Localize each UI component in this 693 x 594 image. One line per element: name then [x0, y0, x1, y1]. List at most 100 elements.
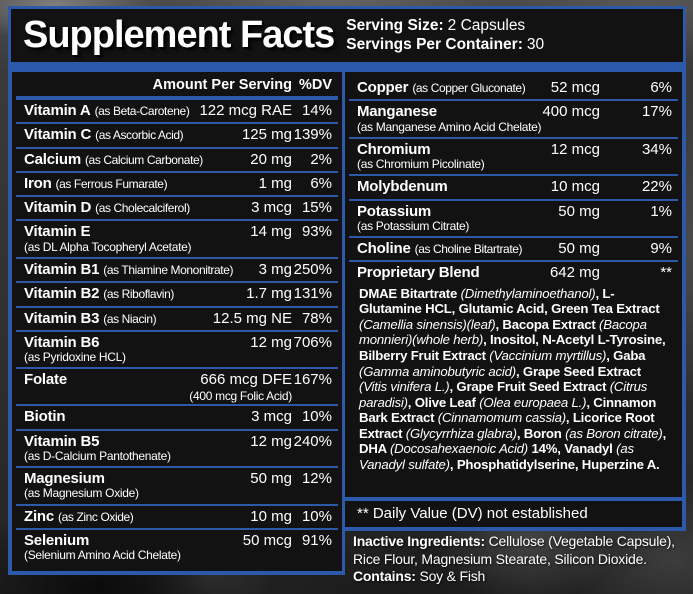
nutrient-amount: 3 mcg — [251, 199, 292, 217]
nutrient-dv: 250% — [293, 260, 332, 278]
nutrient-name: Chromium — [357, 140, 431, 158]
table-row: Molybdenum 10 mcg 22% — [349, 174, 678, 198]
nutrient-sub: (as Potassium Citrate) — [357, 218, 470, 233]
nutrient-dv: 34% — [641, 140, 672, 158]
nutrient-dv: 14% — [301, 102, 332, 119]
nutrient-amount: 3 mg — [258, 260, 292, 278]
nutrient-name: Calcium — [24, 150, 81, 168]
table-row: Proprietary Blend 642 mg ** — [349, 260, 678, 284]
nutrient-dv: 78% — [301, 309, 332, 327]
nutrient-sub: (as Pyridoxine HCL) — [24, 350, 126, 365]
nutrient-sub: (as Manganese Amino Acid Chelate) — [357, 119, 542, 134]
nutrient-dv: 139% — [293, 126, 332, 144]
nutrient-form: (as Calcium Carbonate) — [84, 152, 203, 167]
nutrient-form: (as Beta-Carotene) — [94, 104, 190, 118]
table-row: Iron (as Ferrous Fumarate) 1 mg 6% — [16, 170, 338, 195]
nutrient-amount: 20 mg — [250, 150, 292, 168]
dv-footnote: ** Daily Value (DV) not established — [345, 497, 682, 527]
nutrient-amount: 52 mcg — [550, 79, 600, 96]
nutrient-dv: 12% — [301, 470, 332, 488]
nutrient-form: (as Thiamine Mononitrate) — [103, 262, 234, 277]
nutrient-name: Vitamin B1 — [24, 260, 100, 278]
contains-label: Contains: — [353, 568, 416, 585]
table-row: Vitamin C (as Ascorbic Acid) 125 mg 139% — [16, 122, 338, 146]
table-row: Vitamin B5 12 mg 240% (as D-Calcium Pant… — [16, 428, 338, 466]
table-row: Biotin 3 mcg 10% — [16, 404, 338, 428]
nutrient-amount: 14 mg — [250, 223, 292, 241]
table-row: Vitamin B1 (as Thiamine Mononitrate) 3 m… — [16, 256, 338, 281]
nutrient-dv: 240% — [293, 432, 332, 450]
nutrient-dv: 131% — [293, 285, 332, 303]
table-row: Potassium 50 mg 1% (as Potassium Citrate… — [349, 198, 678, 236]
table-row: Choline (as Choline Bitartrate) 50 mg 9% — [349, 236, 678, 260]
servings-label: Servings Per Container: — [346, 35, 523, 53]
nutrient-dv: 10% — [301, 408, 332, 426]
nutrient-sub: (Selenium Amino Acid Chelate) — [24, 548, 181, 563]
right-rows: Copper (as Copper Gluconate) 52 mcg 6% M… — [345, 77, 682, 285]
nutrient-sub: (as Chromium Picolinate) — [357, 157, 485, 172]
header-divider-bar — [8, 62, 686, 72]
inactive-ingredients-label: Inactive Ingredients: — [353, 533, 485, 549]
nutrient-name: Magnesium — [24, 470, 105, 488]
nutrient-dv: 22% — [641, 178, 672, 196]
header-panel: Supplement Facts Serving Size: 2 Capsules… — [8, 6, 686, 62]
amount-per-serving-header: Amount Per Serving — [152, 77, 292, 93]
right-column: Copper (as Copper Gluconate) 52 mcg 6% M… — [345, 72, 686, 531]
contains-statement: Contains: Soy & Fish — [353, 568, 689, 586]
nutrient-amount: 125 mg — [241, 126, 292, 144]
nutrient-name: Molybdenum — [357, 178, 448, 196]
nutrient-amount: 3 mcg — [251, 408, 292, 426]
nutrient-form: (as Choline Bitartrate) — [414, 242, 523, 257]
nutrient-form: (as Cholecalciferol) — [95, 201, 190, 216]
nutrient-name: Proprietary Blend — [357, 264, 480, 282]
nutrient-dv: 1% — [650, 202, 672, 220]
table-row: Vitamin D (as Cholecalciferol) 3 mcg 15% — [16, 195, 338, 219]
nutrient-name: Iron — [24, 174, 52, 192]
nutrient-amount: 12 mcg — [550, 140, 600, 158]
serving-size-label: Serving Size: — [346, 16, 444, 34]
nutrient-name: Folate — [24, 371, 67, 389]
nutrient-amount: 12 mg — [250, 432, 292, 450]
nutrient-dv: 9% — [650, 240, 672, 258]
nutrient-dv: 706% — [293, 333, 332, 351]
inactive-ingredients: Inactive Ingredients: Cellulose (Vegetab… — [353, 533, 689, 568]
nutrient-name: Manganese — [357, 103, 437, 121]
table-row: Manganese 400 mcg 17% (as Manganese Amin… — [349, 99, 678, 136]
footer-notes: Inactive Ingredients: Cellulose (Vegetab… — [353, 533, 689, 586]
nutrient-dv: 91% — [301, 531, 332, 549]
nutrient-amount: 10 mcg — [550, 178, 600, 196]
proprietary-blend-description: DMAE Bitartrate (Dimethylaminoethanol), … — [359, 285, 667, 472]
nutrient-name: Vitamin B6 — [24, 333, 100, 351]
serving-size-line: Serving Size: 2 Capsules — [346, 17, 544, 36]
nutrient-dv: 10% — [301, 507, 332, 525]
table-row: Vitamin B3 (as Niacin) 12.5 mg NE 78% — [16, 305, 338, 330]
nutrient-name: Vitamin D — [24, 199, 92, 217]
nutrient-form: (as Copper Gluconate) — [412, 81, 526, 95]
nutrient-form: (as Niacin) — [103, 311, 157, 326]
nutrient-name: Zinc — [24, 507, 55, 525]
table-row: Copper (as Copper Gluconate) 52 mcg 6% — [349, 77, 678, 99]
nutrient-amount: 1.7 mg — [246, 285, 292, 303]
nutrient-form: (as Ascorbic Acid) — [95, 128, 184, 143]
nutrient-name: Vitamin B2 — [24, 285, 100, 303]
dv-header: %DV — [298, 77, 332, 93]
nutrient-dv: 17% — [641, 103, 672, 121]
serving-info: Serving Size: 2 Capsules Servings Per Con… — [346, 17, 544, 55]
nutrient-amount: 12.5 mg NE — [212, 309, 292, 327]
nutrient-name: Vitamin B3 — [24, 309, 100, 327]
nutrient-dv: 6% — [310, 174, 332, 192]
nutrient-amount: 400 mcg — [542, 103, 600, 121]
nutrient-name: Selenium — [24, 531, 90, 549]
table-row: Vitamin B2 (as Riboflavin) 1.7 mg 131% — [16, 281, 338, 305]
servings-per-container-line: Servings Per Container: 30 — [346, 36, 544, 55]
nutrient-dv: 2% — [310, 150, 332, 168]
nutrient-name: Vitamin B5 — [24, 432, 100, 450]
column-header: Amount Per Serving %DV — [16, 74, 338, 100]
nutrient-amount: 50 mcg — [242, 531, 292, 549]
nutrient-dv: 6% — [650, 79, 672, 96]
nutrient-form: (as Ferrous Fumarate) — [55, 176, 168, 191]
nutrient-sub: (as D-Calcium Pantothenate) — [24, 448, 171, 463]
nutrient-amount: 50 mg — [250, 470, 292, 488]
nutrient-dv: 93% — [301, 223, 332, 241]
